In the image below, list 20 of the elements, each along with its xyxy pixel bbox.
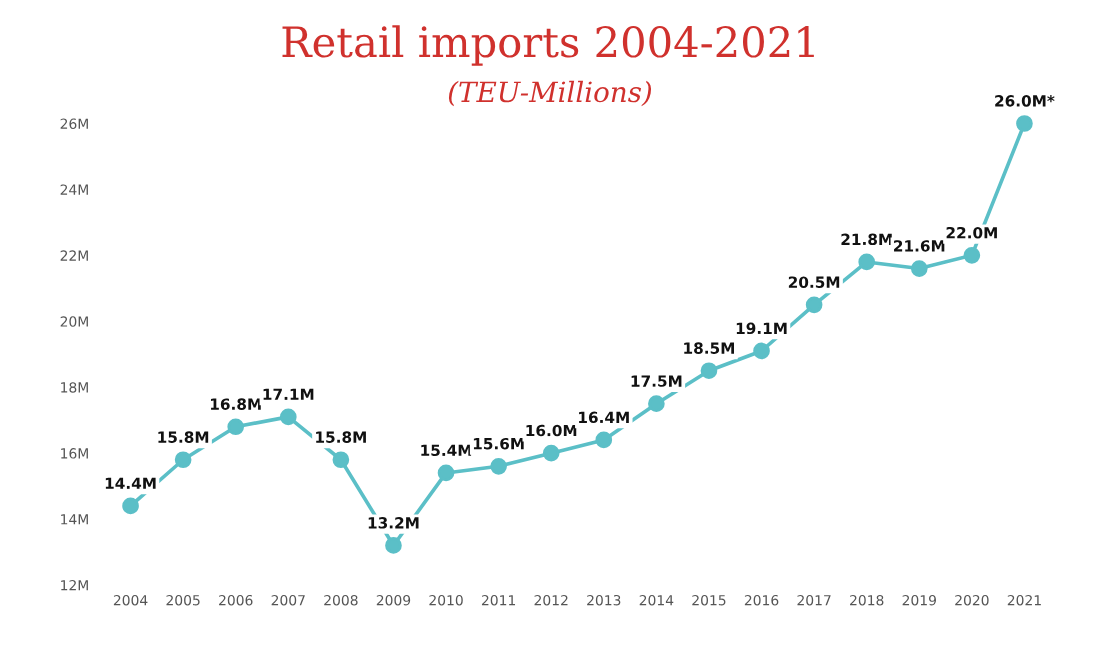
- chart-title: Retail imports 2004-2021: [282, 25, 814, 66]
- point: [227, 418, 245, 436]
- point: [332, 451, 350, 469]
- point: [858, 253, 876, 271]
- point: [595, 431, 613, 449]
- point: [279, 408, 297, 426]
- point: [437, 464, 455, 482]
- point: [963, 247, 981, 264]
- point: [490, 457, 507, 475]
- point: [648, 395, 665, 413]
- point: [1016, 115, 1033, 132]
- point: [805, 296, 823, 314]
- point: [753, 342, 770, 360]
- point: [700, 362, 718, 380]
- point: [385, 537, 402, 554]
- point: [122, 497, 139, 515]
- point: [910, 260, 928, 277]
- point: [174, 451, 192, 469]
- chart-subtitle: (TEU-Millions): [448, 80, 652, 107]
- point: [542, 444, 560, 462]
